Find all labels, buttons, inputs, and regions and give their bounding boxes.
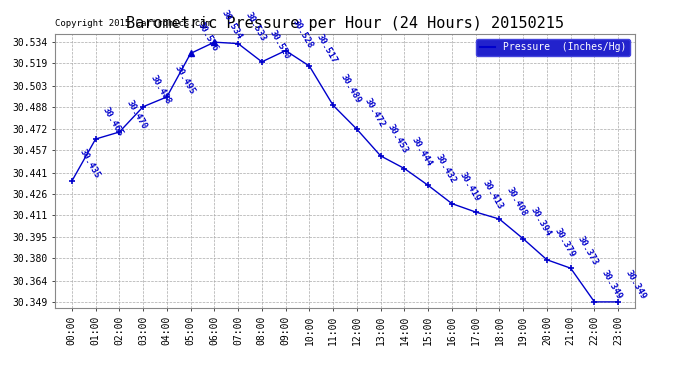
Text: Copyright 2015 Cartronics.com: Copyright 2015 Cartronics.com — [55, 19, 211, 28]
Text: 30.534: 30.534 — [220, 9, 244, 41]
Text: 30.470: 30.470 — [125, 99, 149, 131]
Text: 30.517: 30.517 — [315, 33, 339, 65]
Text: 30.408: 30.408 — [505, 186, 529, 218]
Text: 30.349: 30.349 — [624, 268, 648, 301]
Text: 30.379: 30.379 — [553, 226, 576, 259]
Text: 30.520: 30.520 — [268, 28, 291, 61]
Legend: Pressure  (Inches/Hg): Pressure (Inches/Hg) — [476, 39, 630, 56]
Text: 30.373: 30.373 — [576, 235, 600, 267]
Title: Barometric Pressure per Hour (24 Hours) 20150215: Barometric Pressure per Hour (24 Hours) … — [126, 16, 564, 31]
Text: 30.533: 30.533 — [244, 10, 268, 43]
Text: 30.413: 30.413 — [481, 179, 505, 211]
Text: 30.472: 30.472 — [362, 96, 386, 128]
Text: 30.394: 30.394 — [529, 206, 553, 238]
Text: 30.488: 30.488 — [148, 74, 172, 106]
Text: 30.489: 30.489 — [339, 72, 363, 105]
Text: 30.528: 30.528 — [291, 17, 315, 50]
Text: 30.419: 30.419 — [457, 170, 482, 203]
Text: 30.453: 30.453 — [386, 123, 410, 155]
Text: 30.465: 30.465 — [101, 106, 125, 138]
Text: 30.526: 30.526 — [196, 20, 220, 53]
Text: 30.349: 30.349 — [600, 268, 624, 301]
Text: 30.495: 30.495 — [172, 64, 197, 96]
Text: 30.444: 30.444 — [410, 135, 434, 168]
Text: 30.435: 30.435 — [77, 148, 101, 180]
Text: 30.432: 30.432 — [434, 152, 457, 184]
